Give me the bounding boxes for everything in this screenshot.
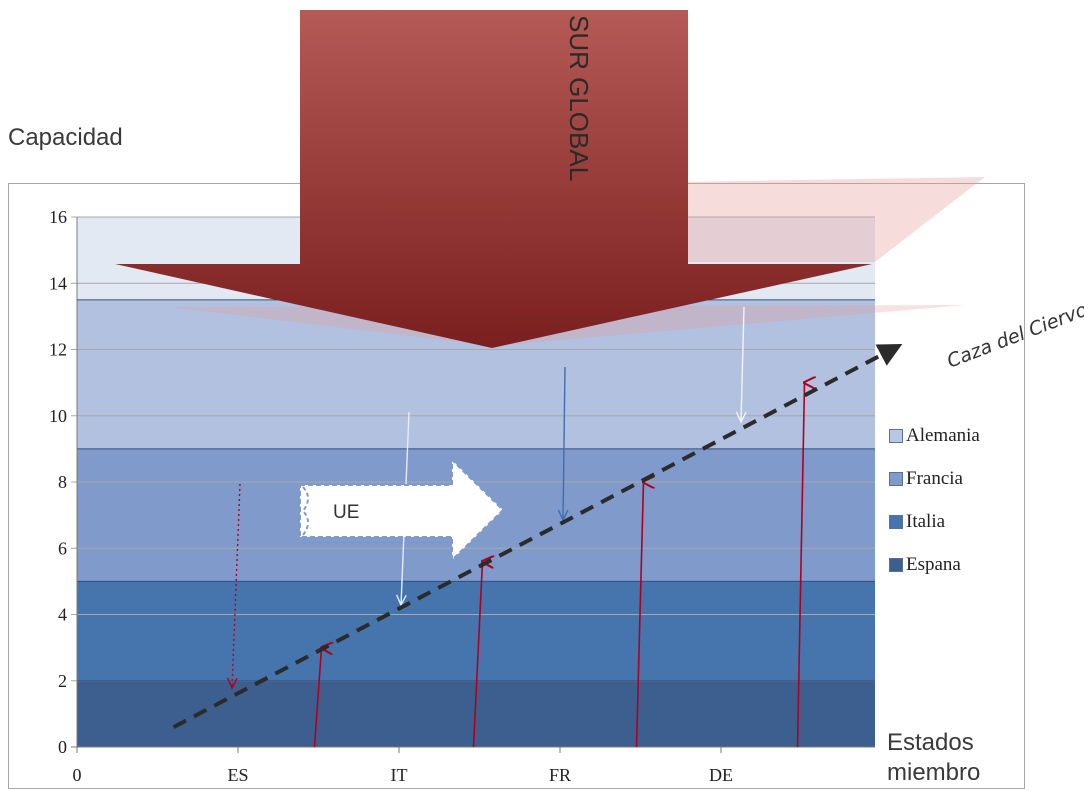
y-tick-label: 14 bbox=[49, 273, 67, 293]
y-tick-label: 8 bbox=[58, 472, 67, 492]
ue-label: UE bbox=[333, 502, 359, 523]
sur-global-label: SUR GLOBAL bbox=[563, 15, 594, 181]
y-tick-label: 2 bbox=[58, 671, 67, 691]
legend-swatch-italia bbox=[889, 515, 903, 529]
y-tick-label: 12 bbox=[49, 340, 67, 360]
x-tick-label: 0 bbox=[73, 765, 82, 785]
y-tick-label: 10 bbox=[49, 406, 67, 426]
x-axis-label: Estados miembro bbox=[887, 728, 1007, 788]
x-tick-label: DE bbox=[709, 765, 733, 785]
legend-swatch-alemania bbox=[889, 429, 903, 443]
x-tick-label: FR bbox=[549, 765, 571, 785]
legend-item-francia: Francia bbox=[889, 457, 980, 500]
x-tick-label: IT bbox=[391, 765, 408, 785]
legend-swatch-francia bbox=[889, 472, 903, 486]
legend-swatch-espana bbox=[889, 558, 903, 572]
legend: Alemania Francia Italia Espana bbox=[889, 414, 980, 586]
legend-label-francia: Francia bbox=[906, 468, 963, 490]
y-tick-label: 4 bbox=[58, 605, 67, 625]
y-tick-label: 6 bbox=[58, 538, 67, 558]
legend-item-alemania: Alemania bbox=[889, 414, 980, 457]
y-tick-label: 16 bbox=[49, 207, 67, 227]
y-tick-label: 0 bbox=[58, 737, 67, 757]
x-tick-label: ES bbox=[227, 765, 248, 785]
y-axis-label: Capacidad bbox=[8, 124, 123, 152]
band-espana bbox=[77, 581, 875, 680]
legend-label-espana: Espana bbox=[906, 554, 961, 576]
pink-wedge-upper bbox=[680, 177, 985, 262]
legend-label-italia: Italia bbox=[906, 511, 945, 533]
legend-item-espana: Espana bbox=[889, 543, 980, 586]
legend-item-italia: Italia bbox=[889, 500, 980, 543]
legend-label-alemania: Alemania bbox=[906, 425, 980, 447]
